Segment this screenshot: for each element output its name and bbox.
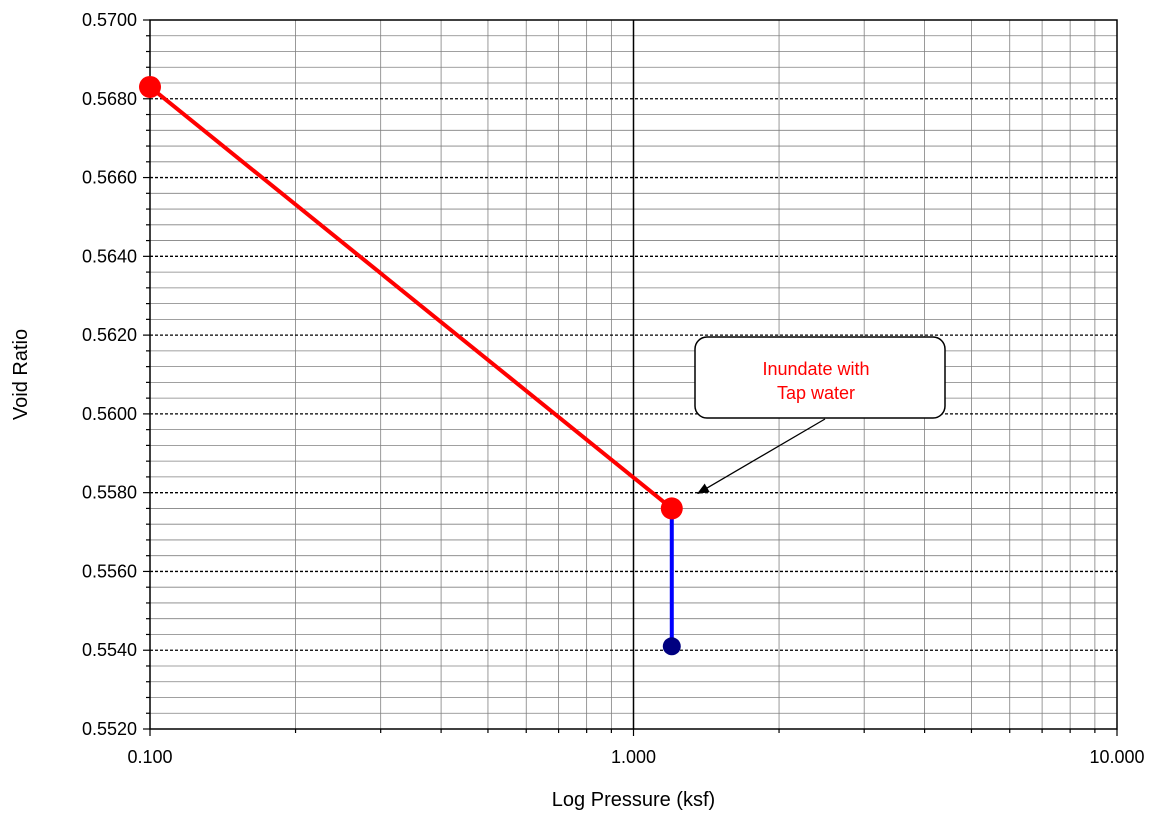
callout-text-line: Tap water <box>777 383 855 403</box>
y-tick-label: 0.5560 <box>82 561 137 581</box>
major-gridlines <box>150 20 1117 729</box>
x-tick-label: 0.100 <box>127 747 172 767</box>
y-axis-title: Void Ratio <box>10 329 32 420</box>
y-tick-label: 0.5520 <box>82 719 137 739</box>
y-tick-label: 0.5680 <box>82 89 137 109</box>
y-tick-label: 0.5580 <box>82 483 137 503</box>
y-tick-label: 0.5700 <box>82 10 137 30</box>
x-axis-title: Log Pressure (ksf) <box>552 789 715 811</box>
data-point-loading <box>660 497 683 520</box>
data-series <box>139 75 683 656</box>
y-tick-label: 0.5620 <box>82 325 137 345</box>
callout-text-line: Inundate with <box>762 359 869 379</box>
y-tick-label: 0.5640 <box>82 246 137 266</box>
axis-tick-marks <box>143 19 1118 736</box>
data-point-loading <box>139 75 161 98</box>
data-point-inundated <box>662 637 681 656</box>
y-tick-label: 0.5600 <box>82 404 137 424</box>
tick-labels: 0.5520 0.5540 0.5560 0.5580 0.5600 0.5620 0.56… <box>82 10 1145 767</box>
x-tick-label: 10.000 <box>1089 747 1144 767</box>
series-line-loading <box>148 85 674 510</box>
x-tick-label: 1.000 <box>611 747 656 767</box>
annotation-callout: Inundate with Tap water <box>694 336 946 494</box>
y-tick-label: 0.5540 <box>82 640 137 660</box>
y-tick-label: 0.5660 <box>82 168 137 188</box>
callout-box <box>694 336 946 419</box>
callout-arrow <box>696 418 826 494</box>
